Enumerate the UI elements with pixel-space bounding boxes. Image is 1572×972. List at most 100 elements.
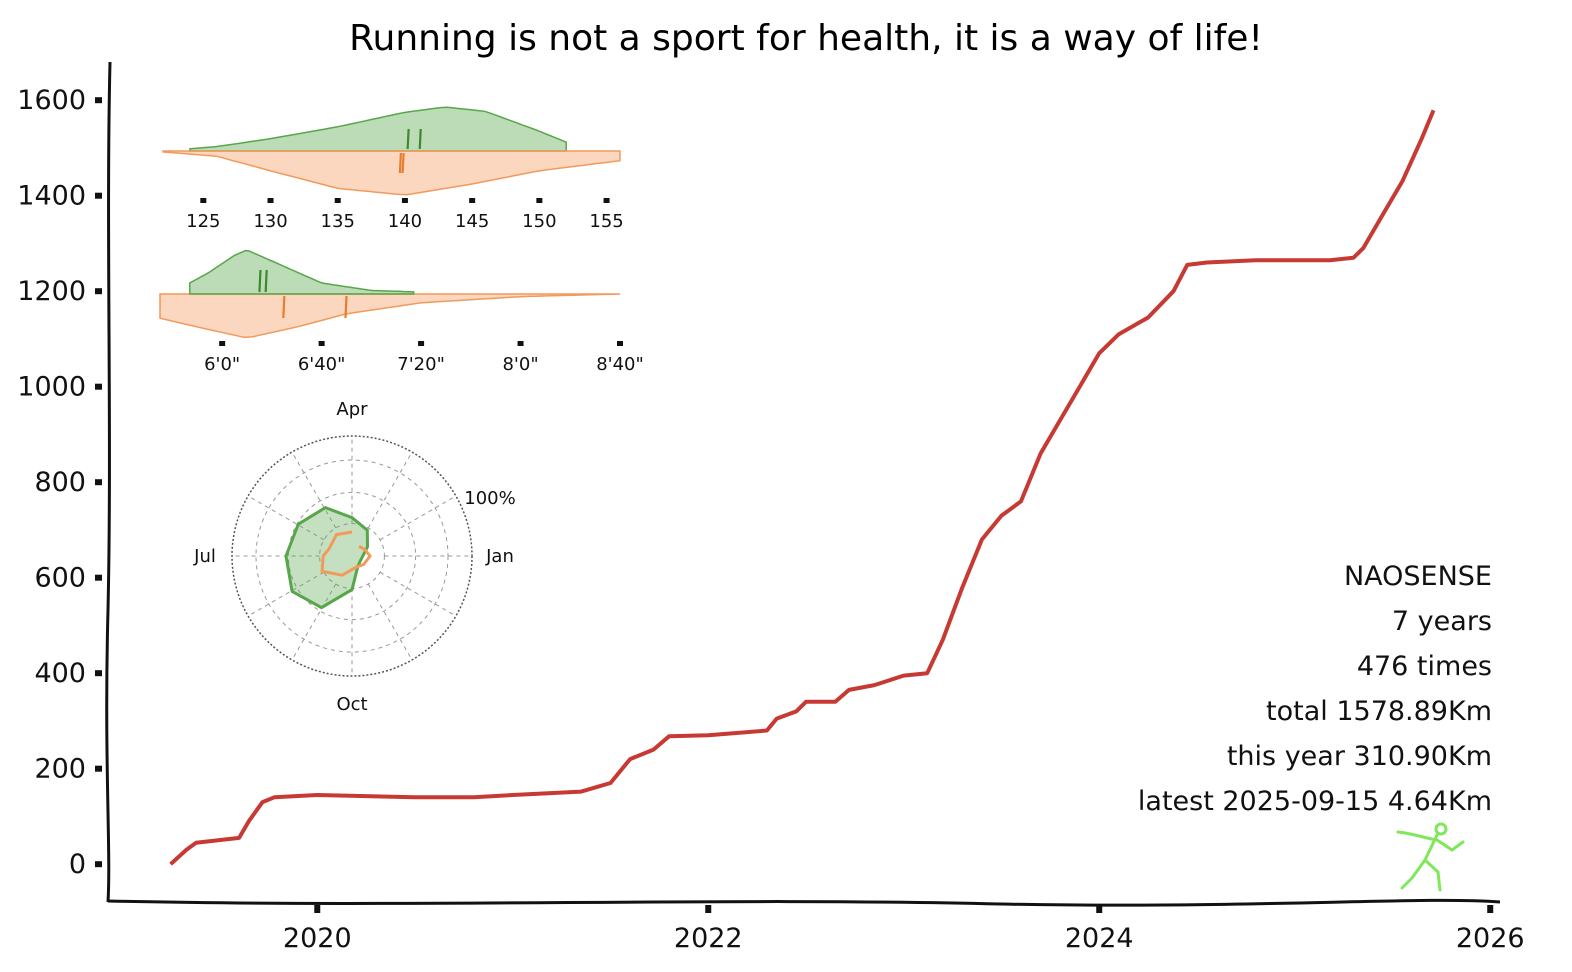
pace-markers [258,269,348,319]
stat-this-year: this year 310.90Km [1227,741,1492,772]
y-tick-group: 0 200 400 600 800 1000 1200 1400 1600 [17,85,102,880]
violin-marker [398,152,403,174]
y-tick-mark [95,288,102,295]
inset-tick-label: 150 [522,211,556,232]
inset-heart-rate: 125 130 135 140 145 150 155 [162,106,624,232]
inset-tick-label: 6'0" [204,354,240,375]
y-tick-mark [95,574,102,581]
inset-tick-mark [334,198,341,203]
violin-lower-heart-rate [162,150,621,196]
stat-times: 476 times [1357,651,1492,682]
inset-tick-mark [401,198,408,203]
runner-icon [1396,822,1465,892]
polar-spoke [379,495,457,541]
inset-tick-label: 7'20" [397,354,445,375]
y-tick-mark [95,479,102,486]
violin-marker [258,269,262,293]
heart-rate-ticks: 125 130 135 140 145 150 155 [186,198,624,232]
heart-rate-markers [398,128,422,174]
inset-tick-label: 145 [455,211,489,232]
polar-spoke [379,571,457,617]
inset-tick-label: 155 [589,211,623,232]
inset-tick-mark [469,198,476,203]
y-tick-label: 1400 [17,181,86,212]
polar-label-jan: Jan [485,546,514,567]
polar-spoke [247,495,325,541]
inset-tick-mark [200,198,207,203]
inset-tick-label: 8'0" [502,354,538,375]
polar-spoke [367,583,413,661]
polar-spoke [367,451,413,529]
x-tick-mark [1487,905,1494,913]
y-tick-mark [95,97,102,104]
inset-tick-label: 140 [388,211,422,232]
violin-marker [344,295,348,319]
y-tick-mark [95,670,102,677]
polar-grid-circle [287,491,417,621]
inset-tick-label: 6'40" [298,354,346,375]
inset-tick-label: 8'40" [596,354,644,375]
violin-marker [264,269,268,293]
inset-tick-mark [603,198,610,203]
inset-tick-label: 125 [186,211,220,232]
y-tick-label: 600 [34,563,86,594]
x-tick-mark [314,905,321,913]
violin-marker [401,152,405,174]
pace-ticks: 6'0" 6'40" 7'20" 8'0" 8'40" [204,341,644,375]
y-tick-mark [95,383,102,390]
polar-spoke [291,583,337,661]
y-tick-mark [95,861,102,868]
x-tick-label: 2026 [1456,923,1525,954]
polar-outer-circle [231,435,473,677]
violin-upper-heart-rate [189,106,567,152]
y-tick-label: 200 [34,754,86,785]
inset-tick-mark [219,341,226,346]
stat-latest: latest 2025-09-15 4.64Km [1138,786,1492,817]
stat-years: 7 years [1392,606,1492,637]
y-tick-mark [95,192,102,199]
y-tick-mark [95,765,102,772]
inset-tick-mark [536,198,543,203]
polar-series-orange [320,530,372,577]
violin-upper-pace [189,249,415,295]
x-tick-label: 2022 [674,923,743,954]
main-axes [105,61,1501,907]
inset-polar: Apr Jul Jan Oct 100% [193,399,516,715]
violin-lower-pace [159,293,621,339]
polar-spoke [247,571,325,617]
polar-label-apr: Apr [336,399,368,420]
y-tick-label: 1000 [17,372,86,403]
series-line-cumulative-distance [169,109,1436,866]
x-tick-label: 2020 [283,923,352,954]
inset-pace: 6'0" 6'40" 7'20" 8'0" 8'40" [159,249,644,375]
stat-total: total 1578.89Km [1266,696,1492,727]
polar-radius-label: 100% [464,488,515,509]
polar-series-green [284,505,370,610]
x-axis [107,898,1501,907]
y-tick-label: 1200 [17,276,86,307]
stats-panel: NAOSENSE 7 years 476 times total 1578.89… [1138,561,1492,817]
x-tick-mark [705,905,712,913]
polar-grid [231,435,473,677]
inset-tick-mark [517,341,524,346]
y-tick-label: 400 [34,658,86,689]
x-tick-group: 2020 2022 2024 2026 [283,905,1525,954]
polar-spoke [291,451,337,529]
inset-tick-label: 130 [253,211,287,232]
violin-marker [418,128,422,150]
inset-tick-mark [418,341,425,346]
inset-tick-mark [318,341,325,346]
x-tick-mark [1096,905,1103,913]
y-axis [105,61,112,903]
y-tick-label: 800 [34,467,86,498]
inset-tick-label: 135 [321,211,355,232]
violin-marker [406,128,410,150]
violin-marker [282,295,286,319]
inset-tick-mark [617,341,623,346]
x-tick-label: 2024 [1065,923,1134,954]
polar-label-oct: Oct [336,694,367,715]
chart-title: Running is not a sport for health, it is… [349,18,1263,59]
polar-label-jul: Jul [193,546,216,567]
y-tick-label: 1600 [17,85,86,116]
